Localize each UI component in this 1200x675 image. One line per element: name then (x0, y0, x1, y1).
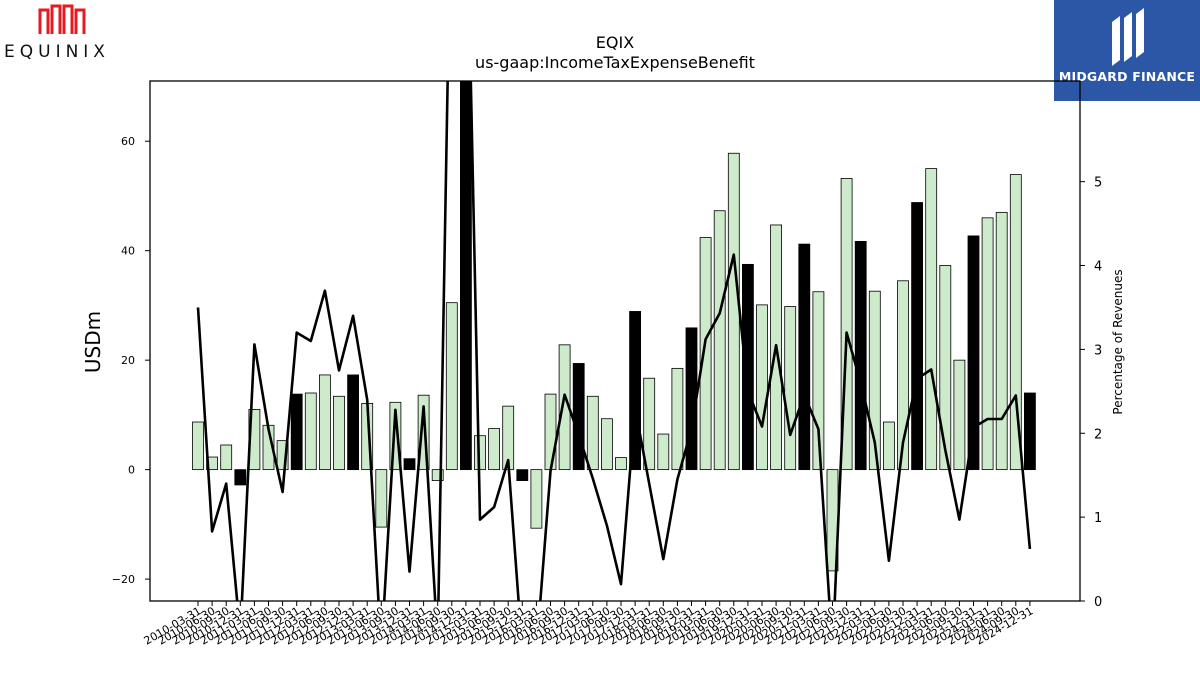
bar (431, 469, 444, 481)
bar (572, 363, 585, 471)
bar (643, 377, 656, 471)
bar (1009, 174, 1022, 471)
plot-marks (192, 81, 1036, 601)
bar (967, 235, 980, 471)
bar (403, 458, 416, 471)
bar (375, 469, 388, 528)
bar (516, 469, 529, 481)
bar (883, 421, 895, 471)
bar (699, 237, 712, 471)
bar (727, 152, 740, 471)
bar (488, 428, 501, 471)
bar (220, 444, 233, 471)
bar (445, 302, 458, 471)
y-tick-label: 20 (121, 354, 135, 367)
y2-axis-label: Percentage of Revenues (1111, 269, 1125, 414)
y-tick-label: −20 (112, 573, 135, 586)
y-tick-label: 0 (128, 464, 135, 477)
y2-tick-label: 2 (1094, 427, 1102, 442)
bar (530, 469, 543, 529)
bar (756, 304, 768, 471)
y-tick-label: 40 (121, 245, 135, 258)
bar (671, 367, 684, 471)
y2-tick-label: 5 (1094, 176, 1102, 191)
bar (586, 395, 599, 471)
bar (784, 306, 797, 471)
y-tick-label: 60 (121, 135, 135, 148)
bar (854, 240, 867, 471)
bar (192, 421, 204, 471)
bar (234, 469, 247, 486)
bar (897, 280, 909, 471)
chart-subtitle: us-gaap:IncomeTaxExpenseBenefit (475, 53, 755, 72)
bar (911, 202, 923, 471)
bar (925, 168, 938, 471)
y2-tick-label: 1 (1094, 511, 1102, 526)
equinix-logo: EQUINIX (0, 0, 125, 70)
bar (601, 418, 613, 471)
bar (389, 401, 402, 471)
bar (868, 290, 881, 471)
bar (1024, 392, 1036, 471)
bar (981, 217, 994, 471)
bar (798, 243, 811, 471)
midgard-finance-logo: MIDGARD FINANCE (1054, 0, 1200, 101)
bar (840, 178, 853, 471)
bar (939, 265, 952, 471)
plot-area: −2002040600123452010-03-312010-06-302010… (112, 80, 1102, 648)
bar (812, 291, 825, 471)
bar (544, 393, 557, 471)
pct-revenue-line (196, 81, 1032, 601)
bar (459, 81, 472, 471)
y2-tick-label: 3 (1094, 343, 1102, 358)
bar (417, 394, 430, 471)
midgard-mark-icon (1112, 8, 1144, 66)
bar (657, 433, 670, 471)
plot-frame (149, 80, 1081, 602)
bar (304, 392, 317, 471)
bar (276, 440, 289, 471)
equinix-wordmark: EQUINIX (4, 42, 110, 62)
y-axis-label: USDm (81, 311, 105, 373)
midgard-wordmark: MIDGARD FINANCE (1058, 69, 1196, 84)
bar (318, 374, 331, 471)
bar (953, 359, 966, 471)
bar (995, 211, 1008, 471)
bar (615, 457, 627, 471)
bar (290, 393, 303, 471)
bar (742, 263, 754, 471)
y2-tick-label: 4 (1094, 260, 1102, 275)
bar (629, 311, 641, 471)
y2-tick-label: 0 (1094, 595, 1102, 610)
bar (333, 395, 345, 471)
chart-title: EQIX (596, 33, 634, 52)
bar (347, 374, 360, 471)
equinix-mark-icon (38, 4, 86, 34)
bar (713, 210, 726, 471)
